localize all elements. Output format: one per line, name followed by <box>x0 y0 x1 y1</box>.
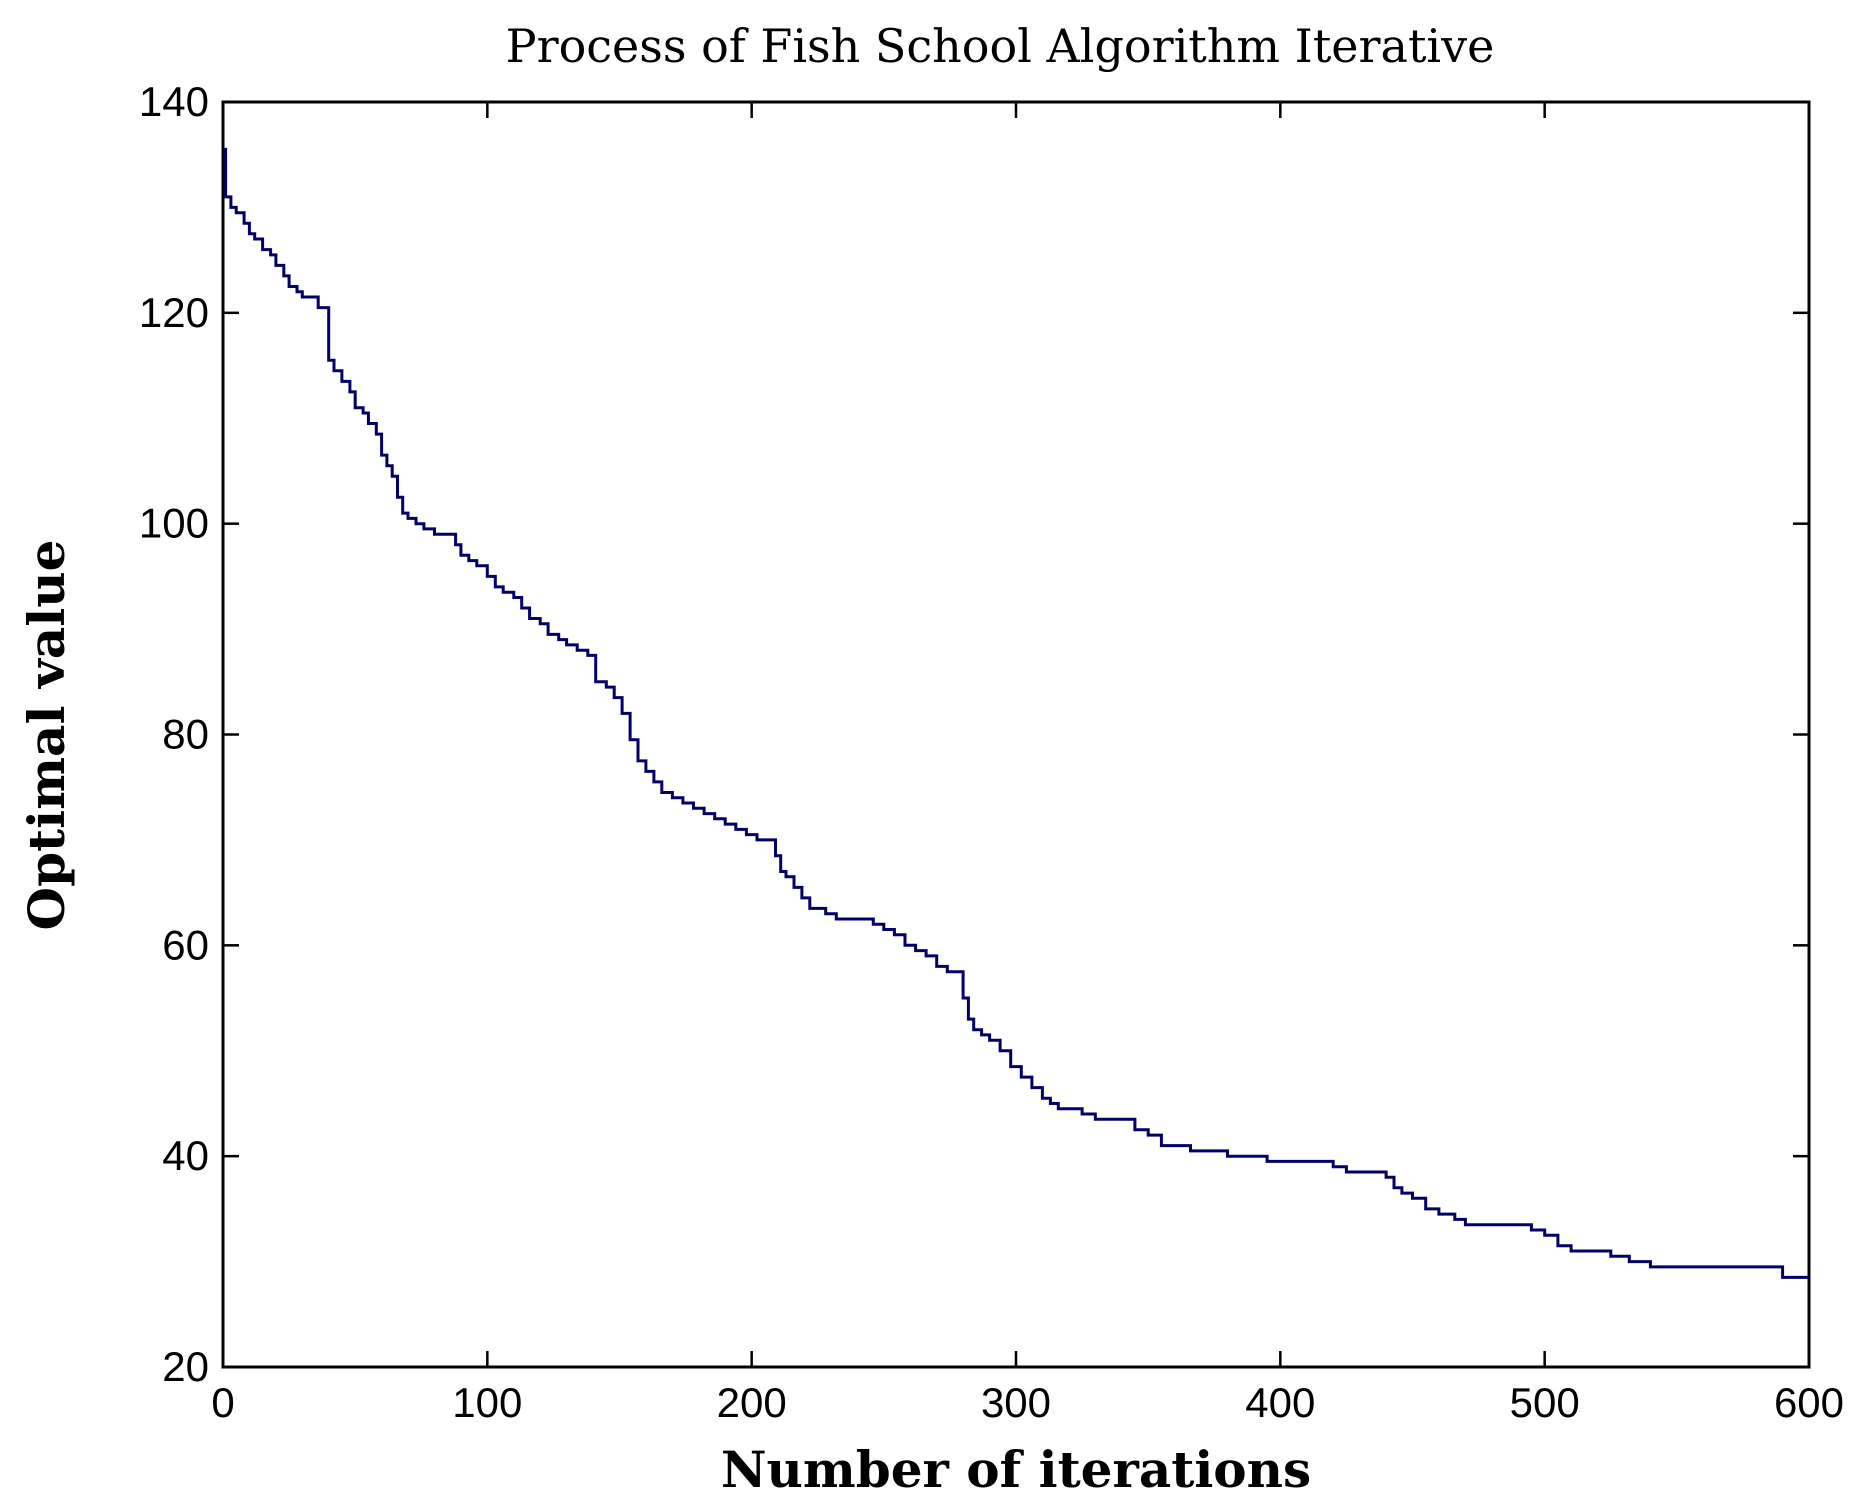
y-tick-label: 140 <box>139 78 209 125</box>
x-tick-label: 200 <box>717 1379 787 1426</box>
x-tick-label: 600 <box>1774 1379 1844 1426</box>
y-tick-label: 80 <box>162 711 209 758</box>
x-tick-label: 0 <box>211 1379 234 1426</box>
x-axis-label: Number of iterations <box>721 1440 1311 1499</box>
y-tick-label: 60 <box>162 921 209 968</box>
plot-frame <box>221 100 1811 1369</box>
chart-title: Process of Fish School Algorithm Iterati… <box>506 19 1495 73</box>
tick-labels: 0 100 200 300 400 500 600 20 40 60 80 100 120 140 <box>139 78 1844 1426</box>
axis-ticks <box>221 100 1811 1369</box>
x-tick-label: 500 <box>1510 1379 1580 1426</box>
x-tick-label: 100 <box>452 1379 522 1426</box>
y-tick-label: 120 <box>139 289 209 336</box>
y-tick-label: 40 <box>162 1132 209 1179</box>
y-tick-label: 20 <box>162 1343 209 1390</box>
y-axis-label: Optimal value <box>17 540 76 931</box>
y-tick-label: 100 <box>139 500 209 547</box>
series-line <box>223 147 1809 1279</box>
x-tick-label: 400 <box>1245 1379 1315 1426</box>
x-tick-label: 300 <box>981 1379 1051 1426</box>
